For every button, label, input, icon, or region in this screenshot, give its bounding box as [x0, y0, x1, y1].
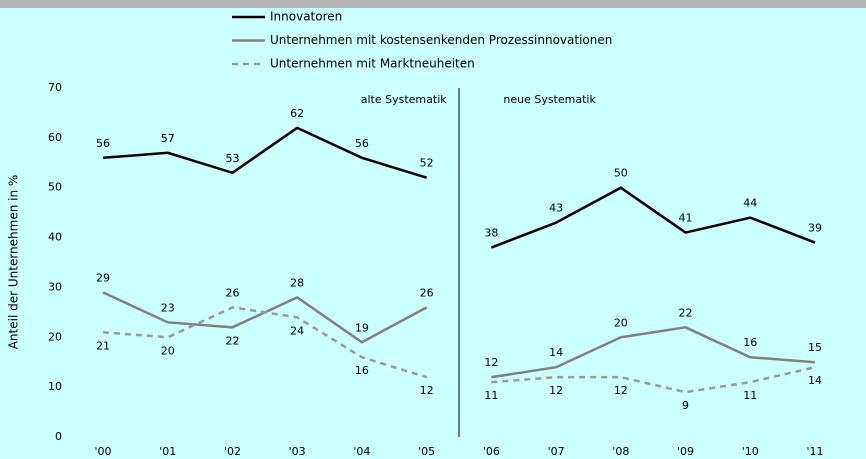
- data-label: 19: [355, 321, 369, 334]
- data-label: 56: [96, 137, 110, 150]
- x-tick-label: '07: [548, 445, 565, 458]
- data-label: 62: [290, 107, 304, 120]
- data-label: 11: [743, 389, 757, 402]
- data-label: 14: [549, 346, 563, 359]
- data-label: 16: [743, 336, 757, 349]
- data-label: 39: [808, 222, 822, 235]
- x-tick-label: '09: [677, 445, 694, 458]
- data-label: 16: [355, 364, 369, 377]
- data-label: 56: [355, 137, 369, 150]
- y-tick-label: 60: [48, 131, 62, 144]
- series-line: [490, 186, 816, 249]
- data-label: 41: [679, 212, 693, 225]
- data-label: 57: [161, 132, 175, 145]
- data-label: 20: [614, 316, 628, 329]
- data-label: 12: [549, 384, 563, 397]
- x-tick-label: '03: [289, 445, 306, 458]
- legend-label: Unternehmen mit Marktneuheiten: [270, 57, 475, 71]
- data-label: 52: [420, 157, 434, 170]
- data-label: 38: [484, 227, 498, 240]
- x-tick-label: '10: [742, 445, 759, 458]
- data-label: 24: [290, 324, 304, 337]
- data-label: 26: [420, 286, 434, 299]
- data-label: 9: [682, 399, 689, 412]
- y-tick-label: 50: [48, 181, 62, 194]
- y-tick-label: 0: [55, 430, 62, 443]
- data-label: 50: [614, 167, 628, 180]
- legend-label: Unternehmen mit kostensenkenden Prozessi…: [270, 33, 612, 47]
- y-tick-label: 20: [48, 330, 62, 343]
- x-tick-label: '06: [483, 445, 500, 458]
- top-bar: [0, 0, 866, 8]
- data-label: 14: [808, 374, 822, 387]
- series-line: [491, 326, 816, 379]
- data-label: 22: [679, 306, 693, 319]
- data-label: 28: [290, 276, 304, 289]
- x-tick-label: '02: [224, 445, 241, 458]
- y-tick-label: 70: [48, 81, 62, 94]
- group-label: alte Systematik: [361, 93, 448, 106]
- data-label: 43: [549, 202, 563, 215]
- series-line: [102, 306, 428, 379]
- x-tick-label: '00: [94, 445, 111, 458]
- data-label: 23: [161, 301, 175, 314]
- data-label: 44: [743, 197, 757, 210]
- data-label: 12: [484, 356, 498, 369]
- y-axis-label: Anteil der Unternehmen in %: [7, 175, 21, 350]
- data-label: 12: [420, 384, 434, 397]
- data-label: 15: [808, 341, 822, 354]
- group-label: neue Systematik: [503, 93, 596, 106]
- x-tick-label: '01: [159, 445, 176, 458]
- legend-label: Innovatoren: [270, 10, 342, 24]
- y-tick-label: 10: [48, 380, 62, 393]
- y-tick-label: 30: [48, 280, 62, 293]
- x-tick-label: '11: [806, 445, 823, 458]
- data-label: 11: [484, 389, 498, 402]
- data-label: 20: [161, 344, 175, 357]
- data-label: 21: [96, 339, 110, 352]
- x-tick-label: '05: [418, 445, 435, 458]
- data-label: 26: [225, 286, 239, 299]
- x-tick-label: '04: [353, 445, 370, 458]
- data-label: 29: [96, 271, 110, 284]
- data-label: 12: [614, 384, 628, 397]
- data-label: 53: [225, 152, 239, 165]
- series-line: [102, 126, 428, 179]
- data-label: 22: [225, 334, 239, 347]
- x-tick-label: '08: [612, 445, 629, 458]
- y-tick-label: 40: [48, 231, 62, 244]
